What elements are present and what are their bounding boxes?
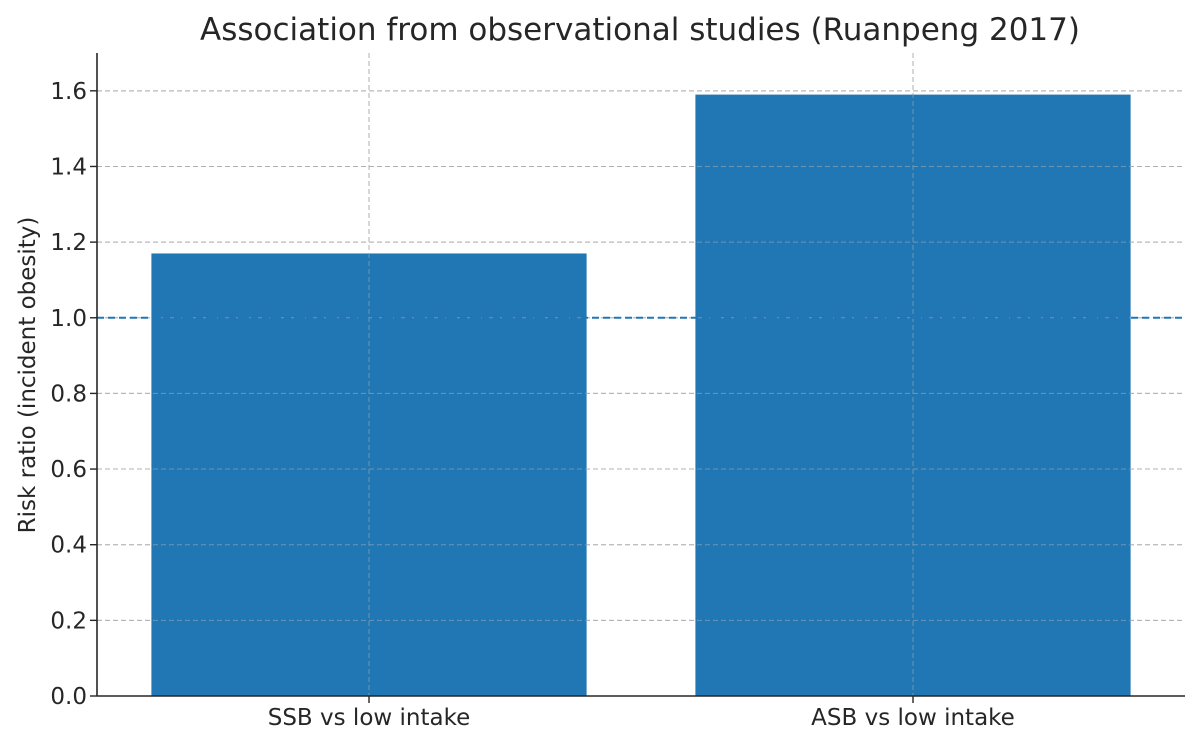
- y-tick-label: 0.8: [50, 381, 87, 407]
- bar-2: [695, 94, 1131, 696]
- y-tick-label: 0.4: [50, 533, 87, 559]
- y-ticks: 0.0 0.2 0.4 0.6 0.8 1.0 1.2 1.4 1.6: [50, 79, 97, 710]
- y-tick-label: 1.2: [50, 230, 87, 256]
- axes: [96, 53, 1185, 697]
- x-ticks: SSB vs low intake ASB vs low intake: [268, 696, 1015, 731]
- y-tick-label: 0.2: [50, 608, 87, 634]
- y-axis-label: Risk ratio (incident obesity): [15, 217, 41, 534]
- x-tick-label: ASB vs low intake: [811, 705, 1015, 731]
- y-tick-label: 0.0: [50, 684, 87, 710]
- y-tick-label: 0.6: [50, 457, 87, 483]
- y-tick-label: 1.6: [50, 79, 87, 105]
- y-tick-label: 1.4: [50, 154, 87, 180]
- y-tick-label: 1.0: [50, 306, 87, 332]
- bars: [151, 94, 1131, 696]
- x-tick-label: SSB vs low intake: [268, 705, 471, 731]
- chart-title: Association from observational studies (…: [200, 12, 1080, 48]
